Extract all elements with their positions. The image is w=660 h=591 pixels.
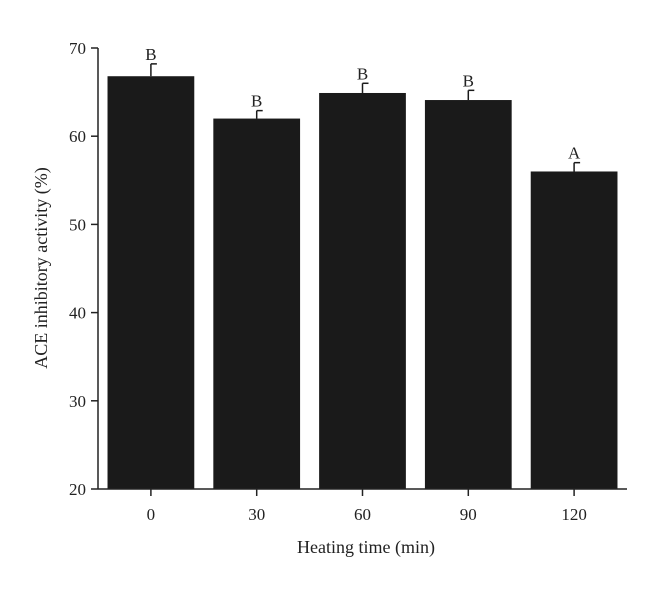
x-axis-title: Heating time (min) (297, 537, 435, 558)
y-tick-label: 50 (69, 215, 86, 234)
y-tick-label: 70 (69, 39, 86, 58)
y-axis-title: ACE inhibitory activity (%) (31, 167, 52, 368)
y-tick-label: 20 (69, 480, 86, 499)
significance-label: B (357, 64, 368, 83)
bars-group (107, 76, 618, 490)
bar (424, 100, 512, 490)
y-ticks-group: 20 30 40 50 60 70 (69, 39, 98, 499)
x-ticks-group: 0 30 60 90 120 (147, 489, 587, 524)
significance-label: A (568, 144, 581, 163)
y-tick-label: 30 (69, 392, 86, 411)
bar (107, 76, 195, 489)
y-tick-label: 40 (69, 304, 86, 323)
significance-labels-group: B B B B A (145, 45, 581, 163)
x-tick-label: 120 (561, 505, 587, 524)
x-tick-label: 90 (460, 505, 477, 524)
bar (213, 118, 301, 489)
significance-label: B (145, 45, 156, 64)
bar (530, 171, 618, 490)
significance-label: B (251, 92, 262, 111)
significance-label: B (463, 71, 474, 90)
error-bars-group (150, 63, 581, 172)
x-tick-label: 0 (147, 505, 156, 524)
y-tick-label: 60 (69, 127, 86, 146)
x-tick-label: 60 (354, 505, 371, 524)
bar (319, 92, 406, 490)
x-tick-label: 30 (248, 505, 265, 524)
